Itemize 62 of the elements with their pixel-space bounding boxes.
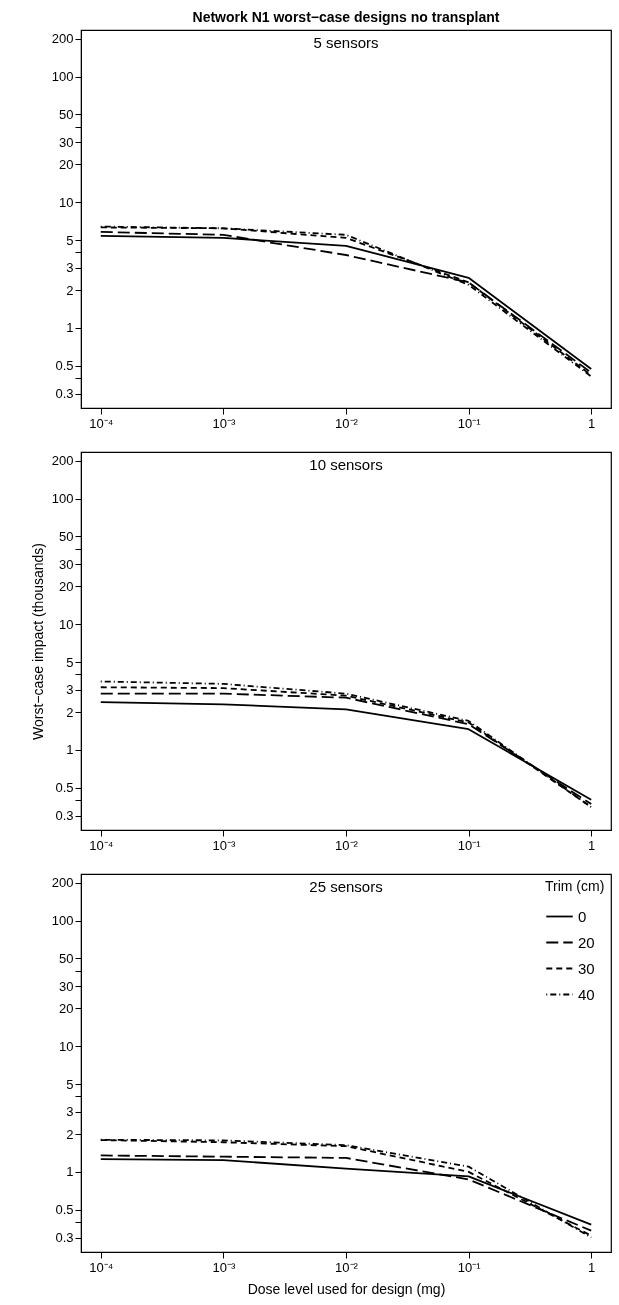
y-tick-label: 2 — [66, 704, 74, 720]
x-tick-label: 10⁻³ — [212, 837, 236, 853]
annotation: 25 sensors — [309, 878, 383, 895]
y-axis-title: Worst−case impact (thousands) — [29, 543, 46, 740]
legend-label: 0 — [578, 907, 587, 925]
annotation: 5 sensors — [313, 34, 379, 51]
x-tick-label: 10⁻⁴ — [89, 415, 114, 431]
y-tick-label: 5 — [66, 232, 74, 248]
y-tick-label: 50 — [59, 528, 74, 544]
x-axis-title: Dose level used for design (mg) — [247, 1280, 446, 1297]
legend-label: 30 — [578, 959, 595, 977]
x-tick-label: 1 — [588, 415, 596, 431]
y-tick-label: 1 — [66, 742, 74, 758]
y-tick-label: 5 — [66, 654, 74, 670]
legend-label: 20 — [578, 933, 595, 951]
y-tick-label: 0.5 — [55, 1202, 74, 1218]
y-tick-label: 50 — [59, 950, 74, 966]
x-tick-label: 10⁻³ — [212, 415, 236, 431]
x-tick-label: 10⁻² — [335, 837, 359, 853]
y-tick-label: 0.5 — [55, 358, 74, 374]
y-tick-label: 100 — [51, 913, 74, 929]
y-tick-label: 3 — [66, 1104, 74, 1120]
y-tick-label: 2 — [66, 282, 74, 298]
y-tick-label: 10 — [59, 1038, 74, 1054]
y-tick-label: 30 — [59, 134, 74, 150]
x-tick-label: 10⁻² — [335, 1259, 359, 1275]
legend-title: Trim (cm) — [545, 878, 605, 894]
y-tick-label: 100 — [51, 69, 74, 85]
y-tick-label: 2 — [66, 1126, 74, 1142]
y-tick-label: 3 — [66, 682, 74, 698]
y-tick-label: 20 — [59, 578, 74, 594]
y-tick-label: 3 — [66, 260, 74, 276]
x-tick-label: 1 — [588, 837, 596, 853]
y-tick-label: 1 — [66, 320, 74, 336]
y-tick-label: 200 — [51, 31, 74, 47]
y-tick-label: 0.3 — [55, 386, 74, 402]
legend-label: 40 — [578, 985, 595, 1003]
x-tick-label: 10⁻³ — [212, 1259, 236, 1275]
chart-title: Network N1 worst−case designs no transplant — [192, 9, 500, 25]
y-tick-label: 200 — [51, 453, 74, 469]
y-tick-label: 20 — [59, 1000, 74, 1016]
y-tick-label: 0.3 — [55, 808, 74, 824]
y-tick-label: 0.5 — [55, 780, 74, 796]
y-tick-label: 0.3 — [55, 1230, 74, 1246]
x-tick-label: 10⁻⁴ — [89, 837, 114, 853]
annotation: 10 sensors — [309, 456, 383, 473]
x-tick-label: 1 — [588, 1259, 596, 1275]
x-tick-label: 10⁻¹ — [457, 837, 482, 853]
y-tick-label: 30 — [59, 556, 74, 572]
y-tick-label: 20 — [59, 156, 74, 172]
y-tick-label: 50 — [59, 106, 74, 122]
y-tick-label: 30 — [59, 978, 74, 994]
y-tick-label: 1 — [66, 1164, 74, 1180]
y-tick-label: 10 — [59, 616, 74, 632]
y-tick-label: 5 — [66, 1076, 74, 1092]
x-tick-label: 10⁻⁴ — [89, 1259, 114, 1275]
x-tick-label: 10⁻² — [335, 415, 359, 431]
y-tick-label: 100 — [51, 491, 74, 507]
x-tick-label: 10⁻¹ — [457, 1259, 482, 1275]
y-tick-label: 200 — [51, 875, 74, 891]
x-tick-label: 10⁻¹ — [457, 415, 482, 431]
y-tick-label: 10 — [59, 194, 74, 210]
